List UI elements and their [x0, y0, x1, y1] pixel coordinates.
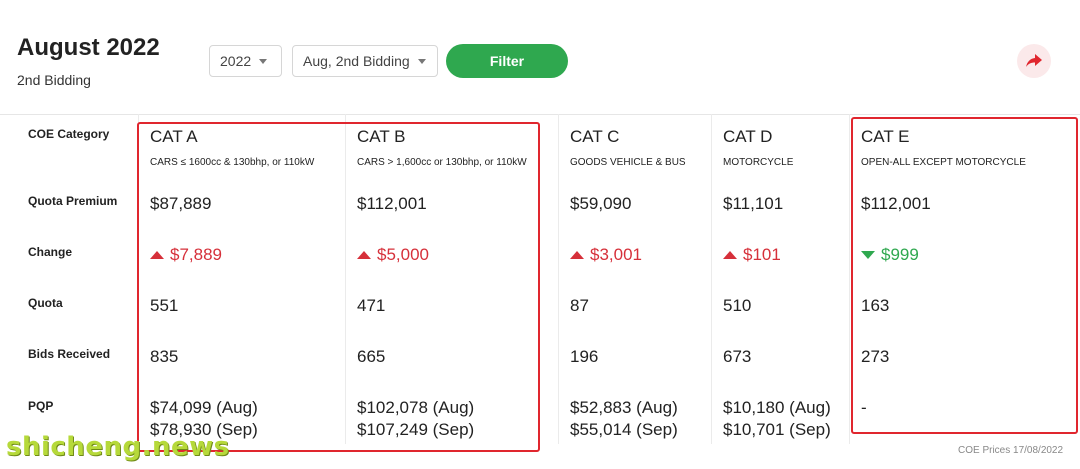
- change-value: $3,001: [570, 245, 642, 265]
- category-column-cat-e: CAT E OPEN-ALL EXCEPT MOTORCYCLE $112,00…: [861, 114, 1071, 469]
- arrow-up-icon: [357, 251, 371, 259]
- change-value: $5,000: [357, 245, 429, 265]
- row-label-bids: Bids Received: [28, 347, 111, 361]
- bids-received-value: 665: [357, 347, 386, 366]
- category-description: GOODS VEHICLE & BUS: [570, 157, 686, 168]
- pqp-sep: $107,249 (Sep): [357, 420, 475, 439]
- column-divider: [711, 114, 712, 444]
- year-select-value: 2022: [220, 53, 252, 69]
- category-name: CAT D: [723, 127, 773, 146]
- category-description: OPEN-ALL EXCEPT MOTORCYCLE: [861, 157, 1026, 168]
- category-name: CAT B: [357, 127, 406, 146]
- quota-value: 551: [150, 296, 179, 315]
- quota-premium-value: $112,001: [861, 194, 931, 213]
- page-title: August 2022: [17, 34, 160, 61]
- bids-received-value: 835: [150, 347, 179, 366]
- pqp-value: -: [861, 397, 867, 419]
- bidding-select[interactable]: Aug, 2nd Bidding: [292, 45, 438, 77]
- row-label-change: Change: [28, 245, 73, 259]
- pqp-aug: -: [861, 398, 867, 417]
- arrow-up-icon: [150, 251, 164, 259]
- pqp-aug: $74,099 (Aug): [150, 398, 258, 417]
- quota-value: 510: [723, 296, 752, 315]
- pqp-sep: $55,014 (Sep): [570, 420, 678, 439]
- quota-value: 163: [861, 296, 890, 315]
- arrow-up-icon: [570, 251, 584, 259]
- bids-received-value: 673: [723, 347, 752, 366]
- highlight-box-cat-a-b: [137, 122, 540, 452]
- chevron-down-icon: [259, 59, 268, 64]
- quota-value: 471: [357, 296, 386, 315]
- pqp-aug: $10,180 (Aug): [723, 398, 831, 417]
- change-amount: $101: [743, 245, 781, 264]
- pqp-value: $74,099 (Aug) $78,930 (Sep): [150, 397, 258, 441]
- row-label-quota: Quota: [28, 296, 63, 310]
- share-button[interactable]: [1017, 44, 1051, 78]
- category-name: CAT C: [570, 127, 620, 146]
- quota-premium-value: $87,889: [150, 194, 212, 213]
- quota-value: 87: [570, 296, 589, 315]
- change-amount: $7,889: [170, 245, 222, 264]
- bidding-select-value: Aug, 2nd Bidding: [303, 53, 410, 69]
- row-label-premium: Quota Premium: [28, 194, 118, 208]
- page-subtitle: 2nd Bidding: [17, 72, 91, 88]
- category-description: MOTORCYCLE: [723, 157, 794, 168]
- change-amount: $3,001: [590, 245, 642, 264]
- column-divider: [345, 114, 346, 444]
- column-divider: [849, 114, 850, 444]
- category-column-cat-a: CAT A CARS ≤ 1600cc & 130bhp, or 110kW $…: [150, 114, 340, 469]
- share-icon: [1026, 54, 1042, 67]
- category-column-cat-c: CAT C GOODS VEHICLE & BUS $59,090 $3,001…: [570, 114, 705, 469]
- column-divider: [558, 114, 559, 444]
- category-column-cat-b: CAT B CARS > 1,600cc or 130bhp, or 110kW…: [357, 114, 552, 469]
- change-value: $7,889: [150, 245, 222, 265]
- category-description: CARS > 1,600cc or 130bhp, or 110kW: [357, 157, 527, 168]
- row-label-pqp: PQP: [28, 399, 54, 413]
- pqp-sep: $10,701 (Sep): [723, 420, 831, 439]
- bids-received-value: 273: [861, 347, 890, 366]
- watermark: shicheng.news: [6, 432, 230, 462]
- highlight-box-cat-e: [851, 117, 1078, 434]
- arrow-down-icon: [861, 251, 875, 259]
- pqp-sep: $78,930 (Sep): [150, 420, 258, 439]
- change-amount: $999: [881, 245, 919, 264]
- pqp-value: $102,078 (Aug) $107,249 (Sep): [357, 397, 474, 441]
- category-description: CARS ≤ 1600cc & 130bhp, or 110kW: [150, 157, 315, 168]
- change-value: $101: [723, 245, 781, 265]
- pqp-aug: $52,883 (Aug): [570, 398, 678, 417]
- pqp-value: $10,180 (Aug) $10,701 (Sep): [723, 397, 831, 441]
- row-label-category: COE Category: [28, 127, 110, 141]
- quota-premium-value: $59,090: [570, 194, 632, 213]
- bids-received-value: 196: [570, 347, 599, 366]
- arrow-up-icon: [723, 251, 737, 259]
- filter-button[interactable]: Filter: [446, 44, 568, 78]
- change-amount: $5,000: [377, 245, 429, 264]
- category-column-cat-d: CAT D MOTORCYCLE $11,101 $101 510 673 $1…: [723, 114, 843, 469]
- pqp-aug: $102,078 (Aug): [357, 398, 475, 417]
- price-date-footnote: COE Prices 17/08/2022: [958, 445, 1064, 456]
- pqp-value: $52,883 (Aug) $55,014 (Sep): [570, 397, 678, 441]
- quota-premium-value: $11,101: [723, 194, 784, 213]
- category-name: CAT A: [150, 127, 198, 146]
- chevron-down-icon: [417, 59, 426, 64]
- quota-premium-value: $112,001: [357, 194, 427, 213]
- category-name: CAT E: [861, 127, 910, 146]
- header-bar: August 2022 2nd Bidding 2022 Aug, 2nd Bi…: [0, 0, 1080, 115]
- change-value: $999: [861, 245, 919, 265]
- year-select[interactable]: 2022: [209, 45, 282, 77]
